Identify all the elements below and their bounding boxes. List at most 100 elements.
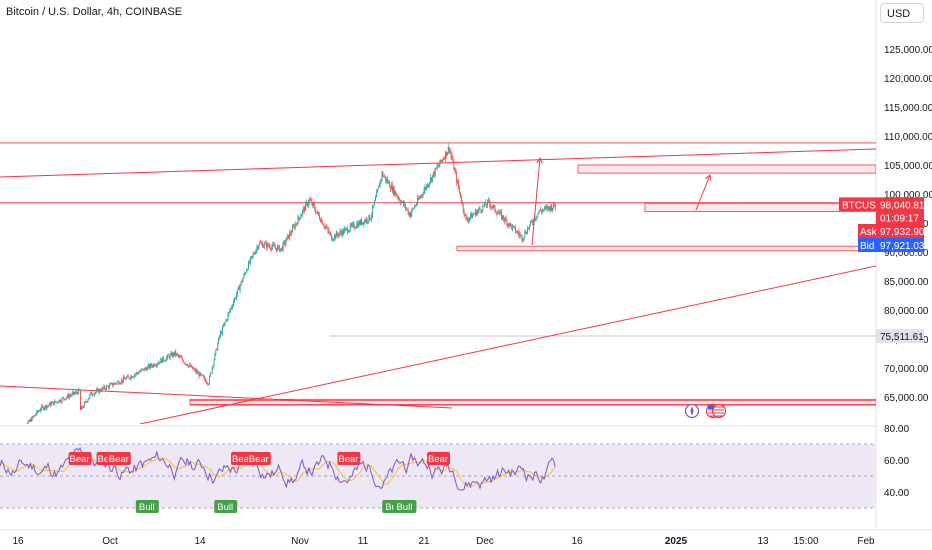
candle-body (33, 415, 35, 417)
candle-body (206, 381, 207, 383)
currency-button[interactable]: USD (880, 3, 924, 23)
candle-body (81, 406, 82, 410)
time-tick-label: 11 (358, 536, 369, 547)
candle-body (277, 245, 279, 247)
candle-body (203, 376, 205, 378)
candle-body (361, 219, 362, 225)
candle-body (126, 375, 128, 378)
price-tick-label: 110,000.00 (884, 132, 932, 143)
candle-body (222, 325, 224, 327)
candle-body (232, 305, 234, 308)
signal-label: Bear (109, 454, 129, 465)
candle-body (81, 406, 83, 408)
candle-body (202, 374, 204, 377)
candle-body (440, 159, 442, 162)
candle-body (104, 386, 106, 389)
compass-icon (684, 403, 700, 419)
candle-body (92, 394, 94, 396)
candle-body (195, 370, 197, 372)
candle-body (525, 231, 527, 234)
signal-label: Bear (428, 454, 448, 465)
candle-body (53, 401, 54, 405)
candle-body (445, 151, 447, 156)
candle-body (211, 367, 213, 373)
candle-body (193, 368, 194, 370)
candle-body (199, 372, 201, 377)
candle-body (192, 366, 193, 369)
candle-body (53, 400, 55, 405)
candle-body (240, 281, 242, 286)
candle-body (70, 395, 72, 397)
candle-body (366, 218, 368, 222)
candle-body (253, 253, 255, 255)
candle-body (511, 224, 513, 229)
candle-body (491, 207, 493, 208)
candle-body (350, 224, 352, 226)
candle-body (151, 366, 153, 367)
candle-body (64, 398, 66, 400)
candle-body (534, 218, 536, 220)
candle-body (398, 198, 400, 200)
candle-body (41, 406, 43, 407)
candle-body (200, 372, 202, 375)
candle-body (69, 395, 71, 397)
candle-body (297, 216, 299, 225)
candle-body (39, 410, 40, 412)
candle-body (473, 213, 475, 215)
candle-body (549, 207, 551, 211)
candle-body (326, 227, 328, 229)
candle-body (404, 204, 406, 209)
time-tick-label: Feb (857, 536, 875, 547)
candle-body (224, 321, 226, 324)
candle-body (301, 214, 303, 217)
candle-body (270, 248, 272, 250)
projection-arrow-head (705, 174, 712, 182)
candle-body (409, 212, 411, 217)
candle-body (514, 226, 515, 227)
candle-body (469, 217, 471, 219)
candle-body (163, 357, 165, 361)
candle-body (37, 410, 39, 412)
candle-body (467, 220, 469, 222)
candle-body (345, 228, 347, 230)
candle-body (426, 184, 428, 189)
candle-body (468, 218, 470, 222)
candle-body (493, 205, 495, 207)
candle-body (418, 197, 420, 200)
candle-body (456, 173, 458, 183)
candle-body (245, 272, 247, 274)
candle-body (169, 354, 171, 359)
candle-body (274, 245, 276, 248)
candle-body (355, 227, 357, 229)
candle-body (319, 214, 320, 220)
candle-body (136, 372, 137, 374)
candle-body (110, 383, 112, 384)
time-tick-label: 15:00 (793, 536, 818, 547)
signal-label: Bear (232, 454, 252, 465)
candle-body (31, 416, 33, 422)
candle-body (249, 257, 251, 263)
candle-body (182, 360, 184, 363)
candle-body (36, 410, 38, 415)
candle-body (38, 410, 39, 412)
candle-body (282, 242, 284, 251)
candle-body (438, 165, 440, 167)
time-tick-label: 2025 (665, 536, 688, 547)
candle-body (209, 373, 211, 377)
candle-body (381, 172, 383, 179)
candle-body (216, 349, 218, 350)
candle-body (317, 211, 319, 213)
bid-tag-label: Bid (860, 241, 874, 252)
candle-body (430, 177, 431, 183)
candle-body (497, 213, 499, 215)
candle-body (540, 209, 542, 211)
candle-body (318, 211, 319, 215)
candle-body (487, 200, 489, 201)
candle-body (407, 209, 409, 214)
candle-body (130, 376, 132, 379)
rsi-layer (0, 446, 556, 491)
candle-body (385, 176, 387, 181)
candle-body (509, 223, 511, 227)
candle-body (498, 213, 500, 214)
